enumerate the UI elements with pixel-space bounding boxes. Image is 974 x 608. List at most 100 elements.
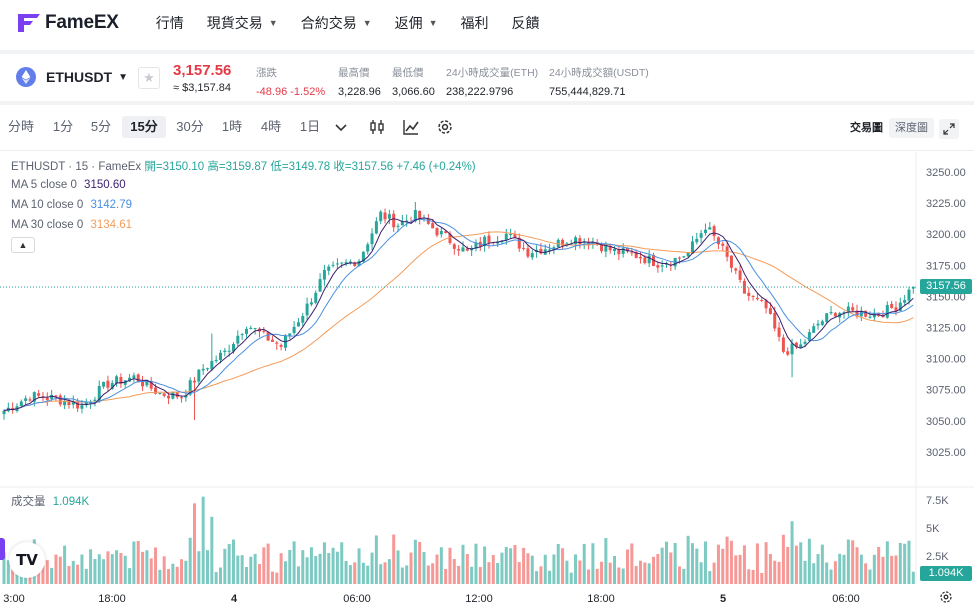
candle-body (812, 326, 816, 333)
volume-value: 1.094K (52, 496, 90, 508)
time-tick-label: 4 (231, 593, 238, 605)
candle-body (309, 302, 313, 305)
legend-close: 收=3157.56 (333, 161, 394, 173)
candle-body (110, 383, 114, 389)
legend-change: +7.46 (+0.24%) (396, 161, 476, 173)
candle-body (842, 312, 846, 314)
nav-label: 合約交易 (300, 15, 357, 31)
volume-bar (292, 541, 296, 584)
nav-item-market[interactable]: 行情 (156, 13, 184, 33)
volume-bar (154, 547, 158, 584)
stat-low: 最低價 3,066.60 (392, 65, 435, 98)
pair-selector[interactable]: ETHUSDT ▼ (16, 67, 128, 87)
volume-bar (89, 549, 93, 584)
price-chart[interactable]: 3250.00 3225.00 3200.00 3175.00 3150.00 3125.… (0, 152, 974, 608)
candle-body (357, 261, 361, 266)
candle-body (483, 236, 487, 246)
candle-body (552, 247, 556, 251)
volume-bar (591, 543, 595, 584)
collapse-legend-button[interactable]: ▲ (11, 237, 35, 253)
candle-body (344, 262, 348, 264)
volume-bar (149, 558, 153, 584)
candle-body (517, 237, 521, 249)
candle-body (361, 251, 365, 262)
candle-body (266, 332, 270, 341)
candle-body (846, 306, 850, 312)
indicator-icon[interactable] (402, 118, 420, 136)
tab-depth-chart[interactable]: 深度圖 (889, 118, 934, 138)
volume-bar (422, 552, 426, 584)
interval-30m[interactable]: 30分 (176, 119, 204, 134)
interval-1m[interactable]: 1分 (52, 119, 74, 134)
nav-item-futures[interactable]: 合約交易 ▼ (301, 13, 372, 33)
candle-body (136, 374, 140, 383)
volume-bar (244, 566, 248, 584)
volume-bar (344, 560, 348, 584)
nav-label: 返佣 (394, 15, 423, 31)
volume-bar (820, 544, 824, 584)
interval-1d[interactable]: 1日 (299, 119, 321, 134)
volume-bar (552, 554, 556, 584)
chart-settings-icon[interactable] (939, 590, 953, 604)
volume-bar (487, 562, 491, 584)
volume-label: 成交量 (11, 496, 46, 508)
nav-item-feedback[interactable]: 反饋 (512, 13, 540, 33)
volume-bar (842, 554, 846, 584)
candle-body (764, 300, 768, 309)
candle-body (197, 369, 201, 382)
candle-body (167, 395, 171, 399)
interval-1h[interactable]: 1時 (221, 119, 243, 134)
volume-bar (71, 560, 75, 584)
volume-bar (574, 554, 578, 584)
price-tick-label: 3125.00 (926, 323, 966, 335)
stat-value: 3,228.96 (338, 86, 381, 98)
time-tick-label: 3:00 (3, 593, 24, 605)
candle-body (500, 240, 504, 243)
volume-bar (734, 555, 738, 584)
candle-body (864, 310, 868, 317)
volume-bar (903, 543, 907, 584)
candle-body (97, 386, 101, 401)
change-pct: -1.52% (290, 86, 326, 98)
candle-body (431, 223, 435, 229)
stat-change: 漲跌 -48.96 -1.52% (256, 65, 325, 98)
ma5-label: MA 5 close 0 (11, 179, 77, 191)
volume-bar (825, 562, 829, 584)
interval-5m[interactable]: 5分 (90, 119, 112, 134)
volume-bar (582, 543, 586, 584)
side-panel-tab[interactable] (0, 538, 5, 560)
tab-trading-view[interactable]: 交易圖 (850, 122, 883, 134)
stat-label: 24小時成交額(USDT) (549, 67, 649, 79)
volume-bar (301, 550, 305, 584)
volume-bar (630, 543, 634, 584)
nav-item-spot[interactable]: 現貨交易 ▼ (207, 13, 278, 33)
volume-bar (379, 564, 383, 584)
candle-body (128, 377, 132, 382)
ma10-value: 3142.79 (90, 199, 133, 211)
candlestick-icon[interactable] (368, 118, 386, 136)
chevron-down-icon[interactable] (332, 118, 350, 136)
interval-4h[interactable]: 4時 (260, 119, 282, 134)
nav-item-welfare[interactable]: 福利 (461, 13, 489, 33)
tradingview-logo[interactable]: TV (9, 542, 45, 578)
volume-bar (296, 566, 300, 584)
volume-bar (439, 547, 443, 584)
candle-body (457, 249, 461, 251)
interval-timeline[interactable]: 分時 (7, 119, 34, 134)
nav-label: 行情 (155, 15, 184, 31)
settings-icon[interactable] (436, 118, 454, 136)
volume-bar (305, 557, 309, 584)
volume-bar (812, 563, 816, 584)
brand-logo[interactable]: FameEX (18, 12, 119, 34)
interval-15m[interactable]: 15分 (122, 116, 166, 138)
candle-body (115, 376, 119, 384)
expand-icon[interactable] (939, 119, 959, 139)
candle-body (93, 399, 97, 401)
candle-body (907, 289, 911, 301)
candle-body (539, 248, 543, 254)
nav-item-rebate[interactable]: 返佣 ▼ (395, 13, 438, 33)
volume-bar (751, 569, 755, 584)
candle-body (799, 344, 803, 348)
favorite-star-icon[interactable]: ★ (138, 67, 160, 89)
candle-body (84, 402, 88, 406)
